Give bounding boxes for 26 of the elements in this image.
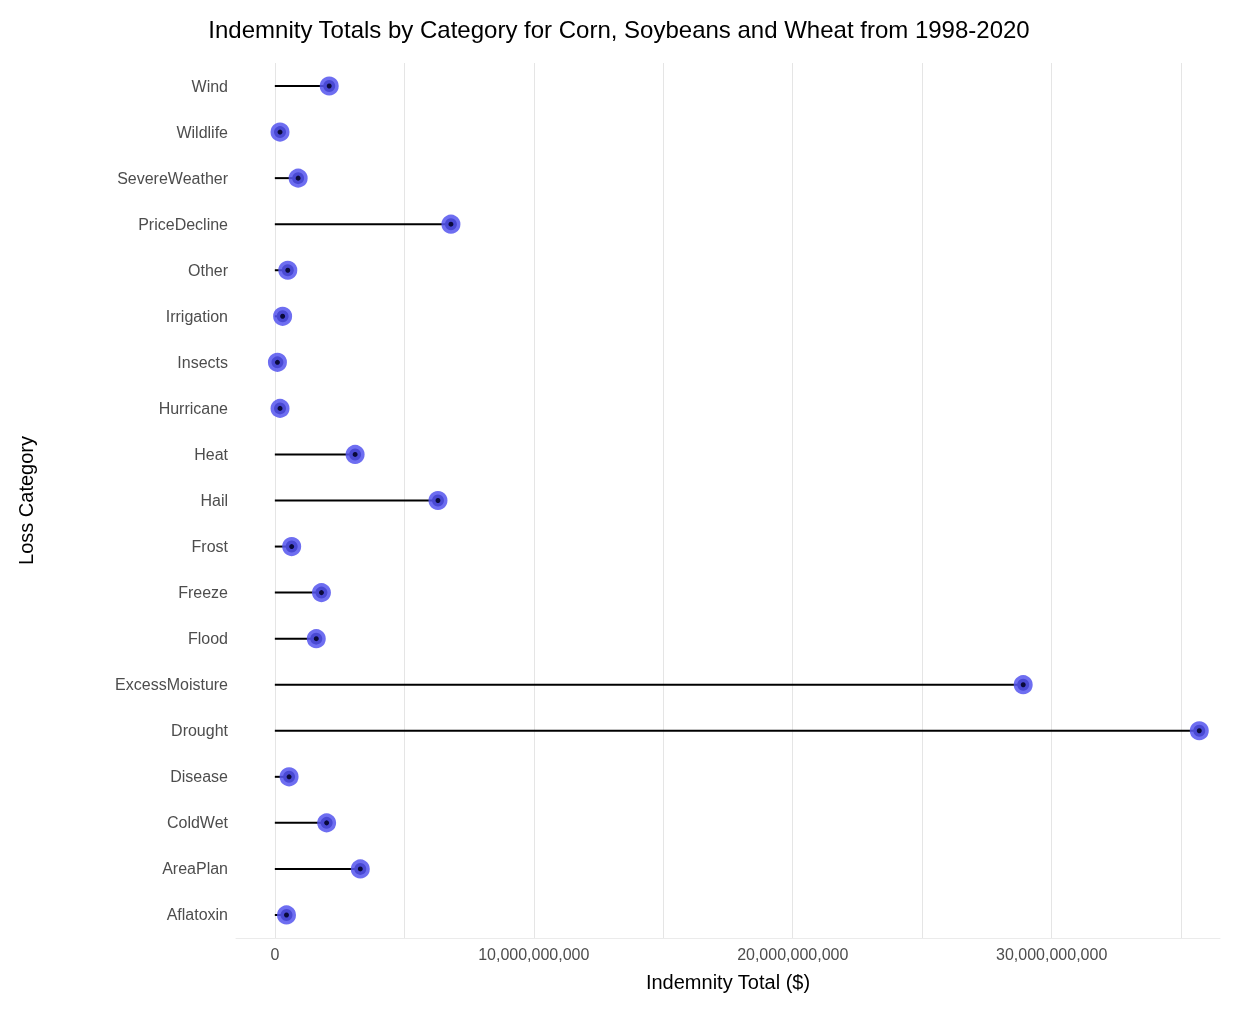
y-tick-label: Insects bbox=[177, 353, 228, 371]
y-axis-title: Loss Category bbox=[15, 436, 37, 565]
y-tick-label: Drought bbox=[171, 722, 229, 740]
y-tick-label: ColdWet bbox=[166, 814, 229, 832]
y-tick-label: AreaPlan bbox=[162, 860, 228, 878]
y-tick-label: Wildlife bbox=[176, 123, 229, 141]
y-tick-label: PriceDecline bbox=[138, 215, 229, 233]
y-tick-label: Hurricane bbox=[158, 399, 229, 417]
x-tick-label: 30,000,000,000 bbox=[996, 945, 1108, 963]
y-tick-label: Freeze bbox=[178, 584, 229, 602]
y-tick-label: ExcessMoisture bbox=[115, 676, 229, 694]
y-tick-label: Disease bbox=[170, 768, 229, 786]
y-tick-label: Frost bbox=[191, 538, 229, 556]
y-tick-label: SevereWeather bbox=[117, 169, 229, 187]
x-tick-label: 0 bbox=[270, 945, 280, 963]
y-tick-label: Flood bbox=[187, 630, 228, 648]
x-tick-label: 20,000,000,000 bbox=[737, 945, 849, 963]
y-tick-label: Irrigation bbox=[165, 307, 228, 325]
y-tick-label: Hail bbox=[200, 492, 228, 509]
x-tick-label: 10,000,000,000 bbox=[478, 945, 590, 963]
y-tick-label: Aflatoxin bbox=[166, 906, 228, 924]
y-tick-label: Wind bbox=[191, 77, 228, 95]
chart-title: Indemnity Totals by Category for Corn, Soybeans and Wheat from 1998-2020 bbox=[208, 15, 1030, 43]
y-tick-label: Other bbox=[187, 261, 229, 279]
y-tick-label: Heat bbox=[194, 445, 229, 463]
x-axis-title: Indemnity Total ($) bbox=[645, 971, 811, 993]
